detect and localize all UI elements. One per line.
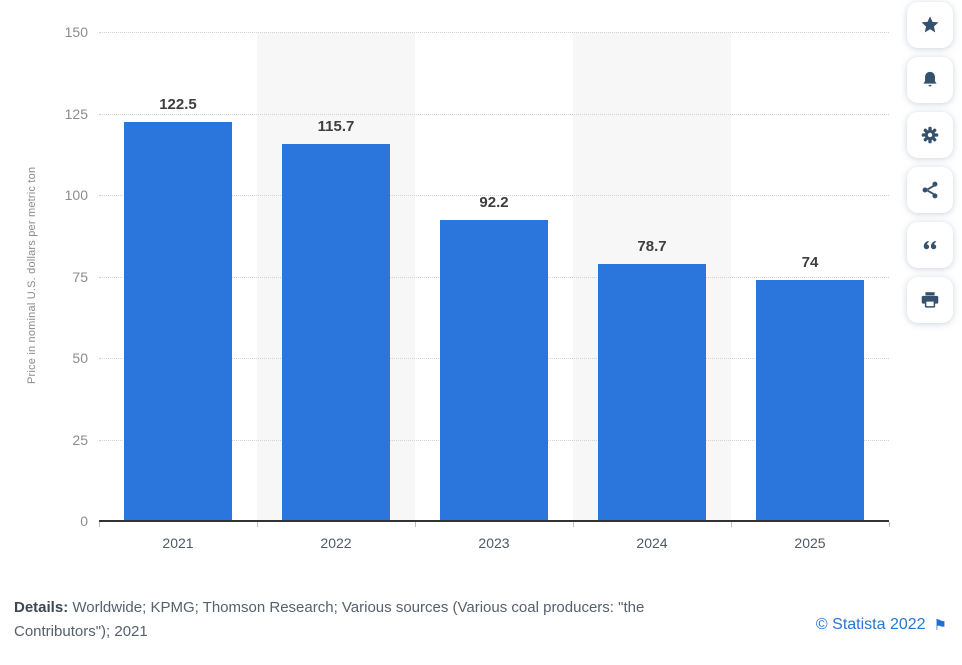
x-axis-tick xyxy=(415,522,416,527)
y-tick-label: 25 xyxy=(72,431,88,448)
x-tick-label: 2025 xyxy=(794,535,826,551)
x-axis-line xyxy=(99,520,889,522)
flag-icon: ⚑ xyxy=(933,616,947,634)
bar-value-label: 74 xyxy=(801,253,819,271)
share-button[interactable] xyxy=(907,167,953,213)
x-axis-tick xyxy=(99,522,100,527)
settings-button[interactable] xyxy=(907,112,953,158)
gear-icon xyxy=(919,124,941,146)
x-axis-tick xyxy=(889,522,890,527)
star-icon xyxy=(919,14,941,36)
share-icon xyxy=(919,179,941,201)
y-tick-label: 50 xyxy=(72,350,88,366)
y-tick-label: 75 xyxy=(72,268,88,285)
favorite-button[interactable] xyxy=(907,2,953,48)
bar-2022 xyxy=(282,143,390,521)
gridline xyxy=(99,195,889,196)
x-tick-label: 2024 xyxy=(636,535,668,551)
y-tick-label: 125 xyxy=(64,105,88,122)
y-tick-label: 100 xyxy=(64,187,88,203)
bell-icon xyxy=(919,69,941,91)
bar-chart: Price in nominal U.S. dollars per metric… xyxy=(26,24,890,551)
gridline xyxy=(99,32,889,33)
bar-value-label: 78.7 xyxy=(637,238,667,256)
x-axis-tick xyxy=(573,522,574,527)
bar-2021 xyxy=(124,121,232,521)
bar-2024 xyxy=(598,264,706,521)
gridline xyxy=(99,113,889,115)
x-tick-label: 2021 xyxy=(162,535,194,551)
y-tick-label: 0 xyxy=(80,513,88,529)
x-tick-label: 2022 xyxy=(320,535,352,551)
alerts-button[interactable] xyxy=(907,57,953,103)
x-axis-tick xyxy=(257,522,258,527)
bar-2025 xyxy=(756,279,864,521)
cite-button[interactable] xyxy=(907,222,953,268)
plot-area: 0 25 50 75 100 125 150 122.5 115.7 92.2 78.7 74 2021… xyxy=(64,24,890,551)
statista-copyright-link[interactable]: © Statista 2022 xyxy=(815,616,926,633)
y-tick-label: 150 xyxy=(64,24,88,40)
x-tick-label: 2023 xyxy=(478,535,510,551)
details-text: Details: Worldwide; KPMG; Thomson Resear… xyxy=(14,599,645,640)
bar-2023 xyxy=(440,220,548,521)
toolbar xyxy=(907,2,953,323)
bar-value-label: 122.5 xyxy=(159,95,197,113)
quote-icon xyxy=(919,234,941,256)
bar-value-label: 92.2 xyxy=(479,194,509,212)
x-axis-tick xyxy=(731,522,732,527)
bar-value-label: 115.7 xyxy=(317,117,355,135)
print-icon xyxy=(919,289,941,311)
copyright: © Statista 2022 ⚑ xyxy=(816,615,947,635)
details-label: Details: xyxy=(14,599,69,616)
print-button[interactable] xyxy=(907,277,953,323)
